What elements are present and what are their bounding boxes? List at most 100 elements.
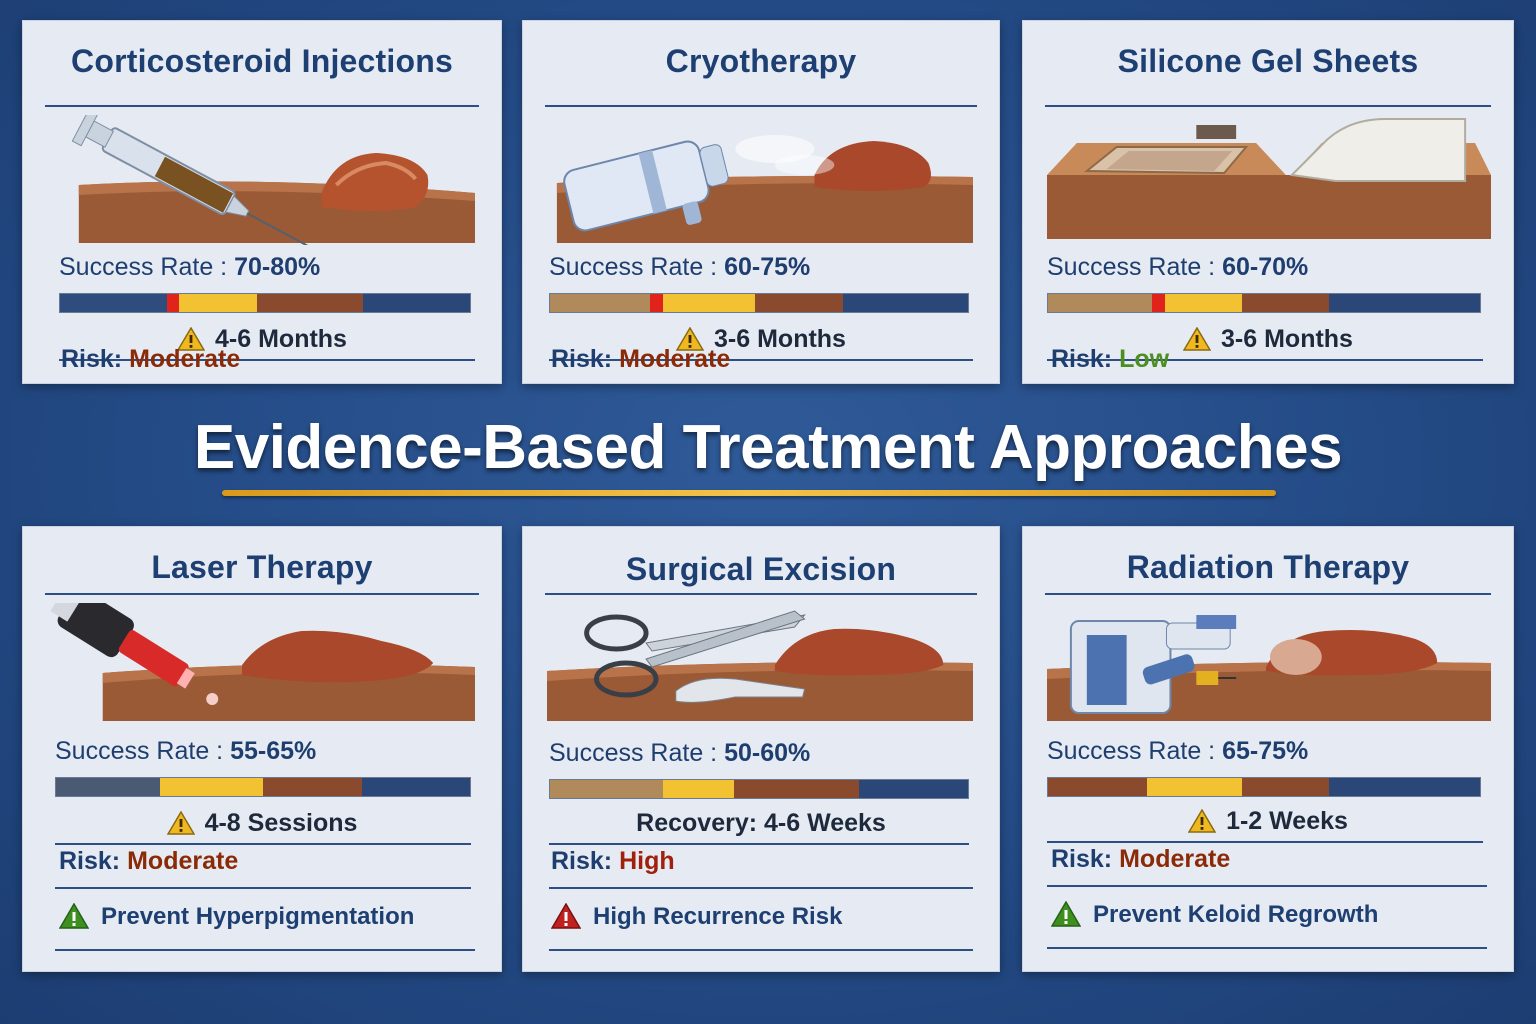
bar-segment [662,294,755,312]
title-divider [1045,105,1491,107]
note: High Recurrence Risk [550,902,843,936]
risk-label: Risk: [1051,345,1113,373]
warning-green-icon [58,902,90,936]
bar-segment [1164,294,1243,312]
success-rate-label: Success Rate : [549,253,718,281]
title-divider [545,105,977,107]
title-divider [1045,593,1491,595]
bar-segment [1151,294,1165,312]
headline-underline [222,490,1276,496]
success-bar [549,293,969,313]
bar-segment [842,294,968,312]
laser-device-icon [43,603,475,723]
title-divider [45,593,479,595]
success-rate-value: 65-75% [1222,737,1309,765]
bar-segment [1328,294,1480,312]
risk-level: Risk: Moderate [61,345,240,374]
duration: 4-8 Sessions [23,809,501,842]
bar-segment [60,294,167,312]
risk-level: Risk: High [551,847,675,876]
syringe-icon [59,115,475,245]
bar-segment [754,294,843,312]
bar-segment [650,294,663,312]
success-rate: Success Rate : 60-75% [549,253,810,282]
bar-segment [56,778,160,796]
risk-value: Moderate [127,847,239,875]
headline-block: Evidence-Based Treatment Approaches [0,412,1536,483]
success-bar [549,779,969,799]
bar-segment [1242,294,1329,312]
page-title: Evidence-Based Treatment Approaches [193,413,1343,482]
success-bar [59,293,471,313]
bar-segment [859,780,968,798]
treatment-card-radiation: Radiation Therapy Success Rate : 65-75% … [1022,526,1514,972]
divider [549,887,973,889]
warning-icon [675,326,705,358]
risk-label: Risk: [551,345,613,373]
bar-segment [550,294,651,312]
divider [55,949,475,951]
title-divider [45,105,479,107]
card-title: Silicone Gel Sheets [1117,43,1419,79]
risk-value: Low [1119,345,1170,373]
divider [549,949,973,951]
card-title: Laser Therapy [151,549,373,585]
note-text: Prevent Hyperpigmentation [101,903,415,930]
bar-segment [166,294,179,312]
note-text: Prevent Keloid Regrowth [1093,901,1379,928]
success-rate: Success Rate : 65-75% [1047,737,1308,766]
success-rate: Success Rate : 50-60% [549,739,810,768]
duration-text: 3-6 Months [1221,325,1353,353]
risk-value: Moderate [619,345,731,373]
bar-segment [1328,778,1480,796]
duration-text: 4-8 Sessions [204,809,358,837]
divider [1047,359,1483,361]
divider [549,843,969,845]
card-title: Cryotherapy [665,43,857,79]
success-rate-value: 50-60% [724,739,811,767]
divider [59,359,475,361]
success-rate: Success Rate : 55-65% [55,737,316,766]
success-bar [1047,777,1481,797]
warning-icon [1182,326,1212,358]
risk-label: Risk: [1051,845,1113,873]
risk-label: Risk: [551,847,613,875]
bar-segment [159,778,263,796]
duration: 3-6 Months [523,325,999,358]
bar-segment [178,294,257,312]
divider [1047,885,1487,887]
card-title: Radiation Therapy [1126,549,1410,585]
success-rate-label: Success Rate : [549,739,718,767]
bar-segment [1048,778,1148,796]
divider [1047,947,1487,949]
success-rate-label: Success Rate : [1047,253,1216,281]
risk-value: Moderate [1119,845,1231,873]
title-divider [545,593,977,595]
bar-segment [1048,294,1152,312]
risk-value: Moderate [129,345,241,373]
warning-green-icon [1050,900,1082,934]
card-title: Corticosteroid Injections [71,43,453,79]
risk-level: Risk: Moderate [59,847,238,876]
bar-segment [1242,778,1329,796]
divider [1047,841,1483,843]
treatment-card-laser: Laser Therapy Success Rate : 55-65% 4-8 … [22,526,502,972]
bar-segment [263,778,363,796]
note-text: High Recurrence Risk [593,903,843,930]
divider [549,359,973,361]
success-bar [1047,293,1481,313]
success-rate: Success Rate : 60-70% [1047,253,1308,282]
warning-icon [176,326,206,358]
risk-label: Risk: [61,345,123,373]
success-bar [55,777,471,797]
duration: 4-6 Months [23,325,501,358]
duration-text: 3-6 Months [714,325,846,353]
bar-segment [550,780,663,798]
divider [55,887,471,889]
treatment-card-silicone: Silicone Gel Sheets Success Rate : 60-70… [1022,20,1514,384]
note: Prevent Keloid Regrowth [1050,900,1379,934]
warning-red-icon [550,902,582,936]
risk-label: Risk: [59,847,121,875]
success-rate-value: 60-75% [724,253,811,281]
duration: Recovery: 4-6 Weeks [523,809,999,838]
